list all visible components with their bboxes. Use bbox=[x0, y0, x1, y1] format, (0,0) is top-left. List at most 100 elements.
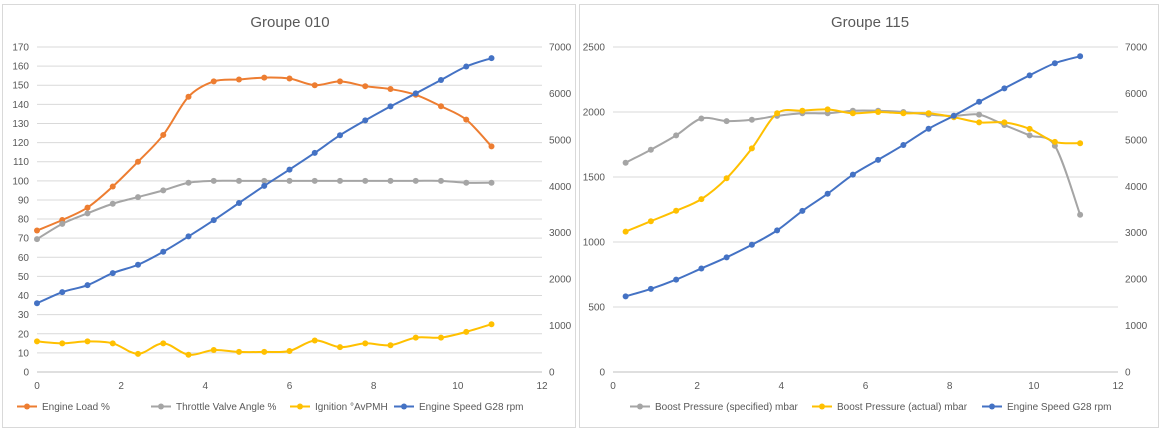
legend-label: Engine Speed G28 rpm bbox=[419, 402, 524, 413]
chart-panel-groupe-115: Groupe 115 0 500 1000 1500 2000 2500 0 1000 2000 3… bbox=[579, 4, 1159, 428]
legend-marker-engine-load bbox=[24, 403, 30, 410]
data-point-engine-speed-g28-rpm bbox=[463, 63, 470, 70]
data-point-engine-speed-g28-rpm bbox=[412, 90, 419, 97]
y-left-tick-label: 1500 bbox=[583, 173, 606, 184]
x-tick-label: 0 bbox=[34, 381, 40, 392]
data-point-engine-speed-g28-rpm bbox=[210, 217, 217, 224]
data-point-ignition-avpmh bbox=[109, 340, 116, 347]
data-point-engine-speed-g28-rpm bbox=[387, 103, 394, 110]
legend-label: Boost Pressure (specified) mbar bbox=[655, 402, 799, 413]
data-point-engine-load bbox=[438, 103, 444, 110]
legend-label: Engine Load % bbox=[42, 402, 110, 413]
data-point-engine-speed-g28-rpm bbox=[84, 282, 91, 289]
data-point-throttle-valve-angle bbox=[362, 177, 369, 184]
data-point-ignition-avpmh bbox=[185, 351, 192, 358]
y-left-tick-label: 80 bbox=[18, 215, 30, 226]
data-point-throttle-valve-angle bbox=[463, 179, 470, 186]
data-point-boost-pressure-actual-mbar bbox=[698, 196, 705, 203]
data-point-ignition-avpmh bbox=[160, 340, 167, 347]
chart-groupe-010: Groupe 010010203040506070809010011012013… bbox=[12, 14, 572, 413]
legend-label: Ignition °AvPMH bbox=[315, 402, 388, 413]
legend-marker-boost-pressure-actual-mbar bbox=[819, 403, 825, 410]
data-point-engine-speed-g28-rpm bbox=[824, 190, 831, 197]
series-line-throttle-valve-angle bbox=[36, 179, 492, 240]
data-point-engine-speed-g28-rpm bbox=[900, 141, 907, 148]
data-point-ignition-avpmh bbox=[488, 321, 495, 328]
data-point-boost-pressure-actual-mbar bbox=[1026, 125, 1033, 132]
y-right-tick-label: 6000 bbox=[549, 89, 572, 100]
data-point-engine-load bbox=[362, 83, 369, 90]
y-left-tick-label: 110 bbox=[13, 157, 29, 168]
legend-label: Boost Pressure (actual) mbar bbox=[837, 402, 968, 413]
series-line-engine-load bbox=[36, 76, 493, 232]
y-right-tick-label: 4000 bbox=[1125, 182, 1148, 193]
data-point-ignition-avpmh bbox=[34, 338, 40, 345]
x-tick-label: 4 bbox=[203, 381, 209, 392]
data-point-engine-load bbox=[34, 227, 40, 234]
legend-label: Engine Speed G28 rpm bbox=[1007, 402, 1112, 413]
data-point-boost-pressure-actual-mbar bbox=[647, 218, 654, 225]
x-tick-label: 8 bbox=[371, 381, 377, 392]
data-point-engine-speed-g28-rpm bbox=[337, 132, 343, 139]
data-point-ignition-avpmh bbox=[210, 347, 217, 354]
data-point-boost-pressure-actual-mbar bbox=[1051, 138, 1058, 145]
data-point-boost-pressure-specified-mbar bbox=[622, 159, 629, 166]
y-left-tick-label: 20 bbox=[18, 329, 30, 340]
legend-marker-engine-speed-g28-rpm bbox=[401, 403, 407, 410]
x-tick-label: 6 bbox=[863, 381, 869, 392]
data-point-throttle-valve-angle bbox=[488, 179, 495, 186]
data-point-engine-speed-g28-rpm bbox=[362, 117, 369, 124]
data-point-boost-pressure-specified-mbar bbox=[976, 111, 983, 118]
y-right-tick-label: 7000 bbox=[549, 43, 572, 54]
chart-panel-groupe-010: Groupe 010 0 10 20 30 40 50 60 70 80 90 100 110 120 13… bbox=[2, 4, 576, 428]
data-point-engine-load bbox=[463, 116, 470, 123]
data-point-boost-pressure-specified-mbar bbox=[1026, 132, 1033, 139]
data-point-engine-speed-g28-rpm bbox=[673, 276, 680, 283]
data-point-throttle-valve-angle bbox=[135, 194, 141, 201]
y-right-tick-label: 2000 bbox=[549, 275, 572, 286]
y-left-tick-label: 100 bbox=[12, 176, 29, 187]
data-point-throttle-valve-angle bbox=[160, 187, 167, 194]
data-point-engine-speed-g28-rpm bbox=[647, 285, 654, 292]
data-point-engine-speed-g28-rpm bbox=[109, 270, 116, 277]
data-point-throttle-valve-angle bbox=[337, 177, 343, 184]
y-left-tick-label: 40 bbox=[18, 291, 30, 302]
data-point-ignition-avpmh bbox=[135, 350, 141, 357]
data-point-ignition-avpmh bbox=[261, 348, 268, 355]
data-point-boost-pressure-actual-mbar bbox=[900, 110, 907, 117]
data-point-ignition-avpmh bbox=[286, 347, 293, 354]
legend-marker-boost-pressure-specified-mbar bbox=[637, 403, 643, 410]
data-point-engine-speed-g28-rpm bbox=[849, 171, 856, 178]
data-point-engine-load bbox=[387, 86, 394, 93]
data-point-engine-load bbox=[337, 78, 343, 85]
y-right-tick-label: 5000 bbox=[549, 135, 572, 146]
data-point-ignition-avpmh bbox=[84, 338, 91, 345]
y-left-tick-label: 500 bbox=[588, 303, 605, 314]
data-point-throttle-valve-angle bbox=[34, 236, 40, 243]
data-point-engine-speed-g28-rpm bbox=[774, 227, 781, 234]
y-right-tick-label: 1000 bbox=[549, 321, 572, 332]
data-point-boost-pressure-actual-mbar bbox=[1001, 119, 1008, 126]
data-point-boost-pressure-specified-mbar bbox=[748, 116, 755, 123]
data-point-engine-speed-g28-rpm bbox=[160, 248, 167, 255]
y-right-tick-label: 0 bbox=[549, 368, 555, 379]
data-point-throttle-valve-angle bbox=[59, 220, 66, 227]
data-point-engine-speed-g28-rpm bbox=[698, 265, 705, 272]
y-right-tick-label: 6000 bbox=[1125, 89, 1148, 100]
y-left-tick-label: 0 bbox=[23, 368, 29, 379]
data-point-boost-pressure-specified-mbar bbox=[673, 132, 680, 139]
legend-label: Throttle Valve Angle % bbox=[176, 402, 277, 413]
data-point-engine-speed-g28-rpm bbox=[135, 261, 141, 268]
data-point-engine-speed-g28-rpm bbox=[34, 300, 40, 307]
data-point-boost-pressure-specified-mbar bbox=[1077, 211, 1084, 218]
data-point-engine-speed-g28-rpm bbox=[748, 241, 755, 248]
data-point-boost-pressure-actual-mbar bbox=[976, 119, 983, 126]
y-right-tick-label: 5000 bbox=[1125, 135, 1148, 146]
data-point-engine-load bbox=[311, 82, 318, 89]
data-point-engine-load bbox=[84, 204, 91, 211]
data-point-engine-speed-g28-rpm bbox=[976, 98, 983, 105]
x-tick-label: 0 bbox=[610, 381, 616, 392]
data-point-engine-load bbox=[286, 75, 293, 82]
x-tick-label: 8 bbox=[947, 381, 953, 392]
